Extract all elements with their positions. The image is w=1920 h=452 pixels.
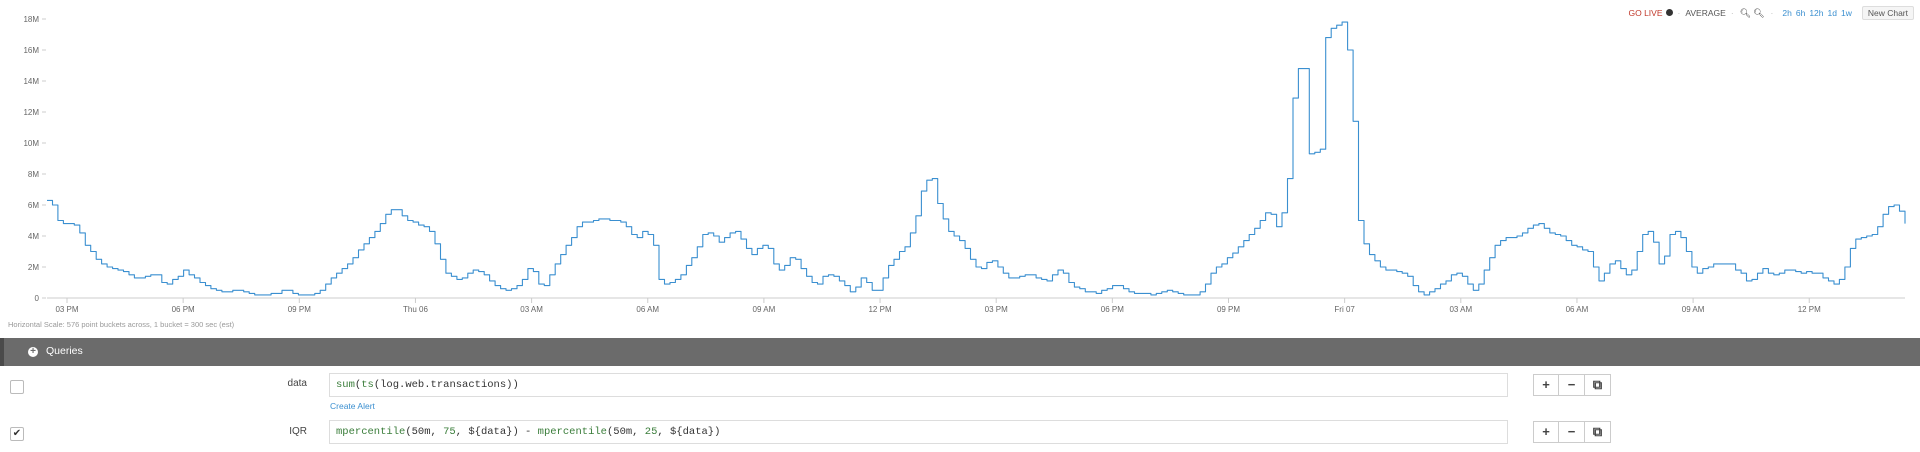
x-tick-label: 06 AM — [636, 305, 659, 314]
separator: · — [1770, 8, 1774, 18]
y-tick-label: 12M — [23, 108, 39, 117]
y-tick-label: 10M — [23, 139, 39, 148]
range-2h[interactable]: 2h — [1782, 8, 1792, 18]
series-line-data — [47, 21, 1906, 296]
chart-toolbar: GO LIVE · AVERAGE · 🔍︎ 🔍︎ · 2h 6h 12h 1d… — [1628, 6, 1914, 20]
create-alert-link[interactable]: Create Alert — [330, 401, 375, 411]
separator: · — [1677, 8, 1681, 18]
queries-header-gutter — [0, 338, 4, 366]
expr-num: 25 — [644, 426, 658, 438]
range-6h[interactable]: 6h — [1795, 8, 1806, 18]
queries-label: Queries — [46, 345, 83, 357]
y-tick-label: 2M — [28, 263, 39, 272]
query-name-data: data — [287, 378, 307, 389]
queries-header[interactable]: + Queries — [0, 338, 1920, 366]
expr-num: 75 — [443, 426, 456, 438]
x-tick-label: 12 PM — [868, 305, 891, 314]
expr-fn: mpercentile — [336, 426, 406, 438]
y-tick-label: 18M — [23, 15, 39, 24]
go-live-button[interactable]: GO LIVE — [1628, 8, 1673, 18]
query-iqr-input[interactable]: mpercentile(50m, 75, ${data}) - mpercent… — [329, 420, 1508, 444]
new-chart-button[interactable]: New Chart — [1861, 6, 1914, 20]
x-tick-label: 03 AM — [520, 305, 543, 314]
query-name-iqr: IQR — [289, 426, 307, 437]
expand-icon[interactable]: + — [28, 347, 38, 357]
range-1w[interactable]: 1w — [1840, 8, 1852, 18]
y-axis: 0 2M 4M 6M 8M 10M 12M 14M 16M 18M — [23, 15, 46, 303]
add-query-button[interactable]: + — [1533, 374, 1559, 396]
copy-query-button[interactable]: ⧉ — [1585, 374, 1611, 396]
expr-fn: sum — [336, 379, 355, 391]
x-tick-label: 06 PM — [172, 305, 195, 314]
x-tick-label: 09 AM — [1682, 305, 1705, 314]
go-live-label: GO LIVE — [1628, 8, 1663, 18]
x-tick-label: 03 PM — [55, 305, 78, 314]
y-tick-label: 8M — [28, 170, 39, 179]
query-data-checkbox[interactable] — [10, 380, 24, 394]
range-12h[interactable]: 12h — [1809, 8, 1824, 18]
zoom-in-icon[interactable]: 🔍︎ — [1739, 7, 1752, 18]
query-data-input[interactable]: sum(ts(log.web.transactions)) — [329, 373, 1508, 397]
zoom-out-icon[interactable]: 🔍︎ — [1753, 7, 1765, 18]
remove-query-button[interactable]: − — [1559, 421, 1585, 443]
x-tick-label: Thu 06 — [403, 305, 428, 314]
add-query-button[interactable]: + — [1533, 421, 1559, 443]
y-tick-label: 6M — [28, 201, 39, 210]
x-tick-label: 12 PM — [1798, 305, 1821, 314]
query-data-actions: + − ⧉ — [1533, 374, 1611, 396]
x-tick-label: 09 AM — [753, 305, 776, 314]
remove-query-button[interactable]: − — [1559, 374, 1585, 396]
x-tick-label: Fri 07 — [1334, 305, 1355, 314]
x-tick-label: 09 PM — [1217, 305, 1240, 314]
play-icon — [1665, 9, 1673, 16]
timeseries-chart[interactable]: 0 2M 4M 6M 8M 10M 12M 14M 16M 18M 03 PM 06 PM 09 PM… — [0, 0, 1920, 320]
expr-fn: mpercentile — [537, 426, 607, 438]
query-iqr-actions: + − ⧉ — [1533, 421, 1611, 443]
y-tick-label: 16M — [23, 46, 39, 55]
expr-fn: ts — [361, 379, 374, 391]
y-tick-label: 0 — [35, 294, 40, 303]
x-tick-label: 09 PM — [288, 305, 311, 314]
x-tick-label: 06 AM — [1566, 305, 1589, 314]
copy-query-button[interactable]: ⧉ — [1585, 421, 1611, 443]
y-tick-label: 4M — [28, 232, 39, 241]
x-tick-label: 06 PM — [1101, 305, 1124, 314]
x-tick-label: 03 PM — [985, 305, 1008, 314]
x-axis: 03 PM 06 PM 09 PM Thu 06 03 AM 06 AM 09 AM 12 P… — [55, 298, 1821, 314]
y-tick-label: 14M — [23, 77, 39, 86]
range-1d[interactable]: 1d — [1827, 8, 1837, 18]
horizontal-scale-note: Horizontal Scale: 576 point buckets acro… — [8, 320, 235, 329]
separator: · — [1730, 8, 1734, 18]
query-iqr-checkbox[interactable]: ✔ — [10, 427, 24, 441]
aggregation-dropdown[interactable]: AVERAGE — [1685, 8, 1726, 18]
x-tick-label: 03 AM — [1449, 305, 1472, 314]
